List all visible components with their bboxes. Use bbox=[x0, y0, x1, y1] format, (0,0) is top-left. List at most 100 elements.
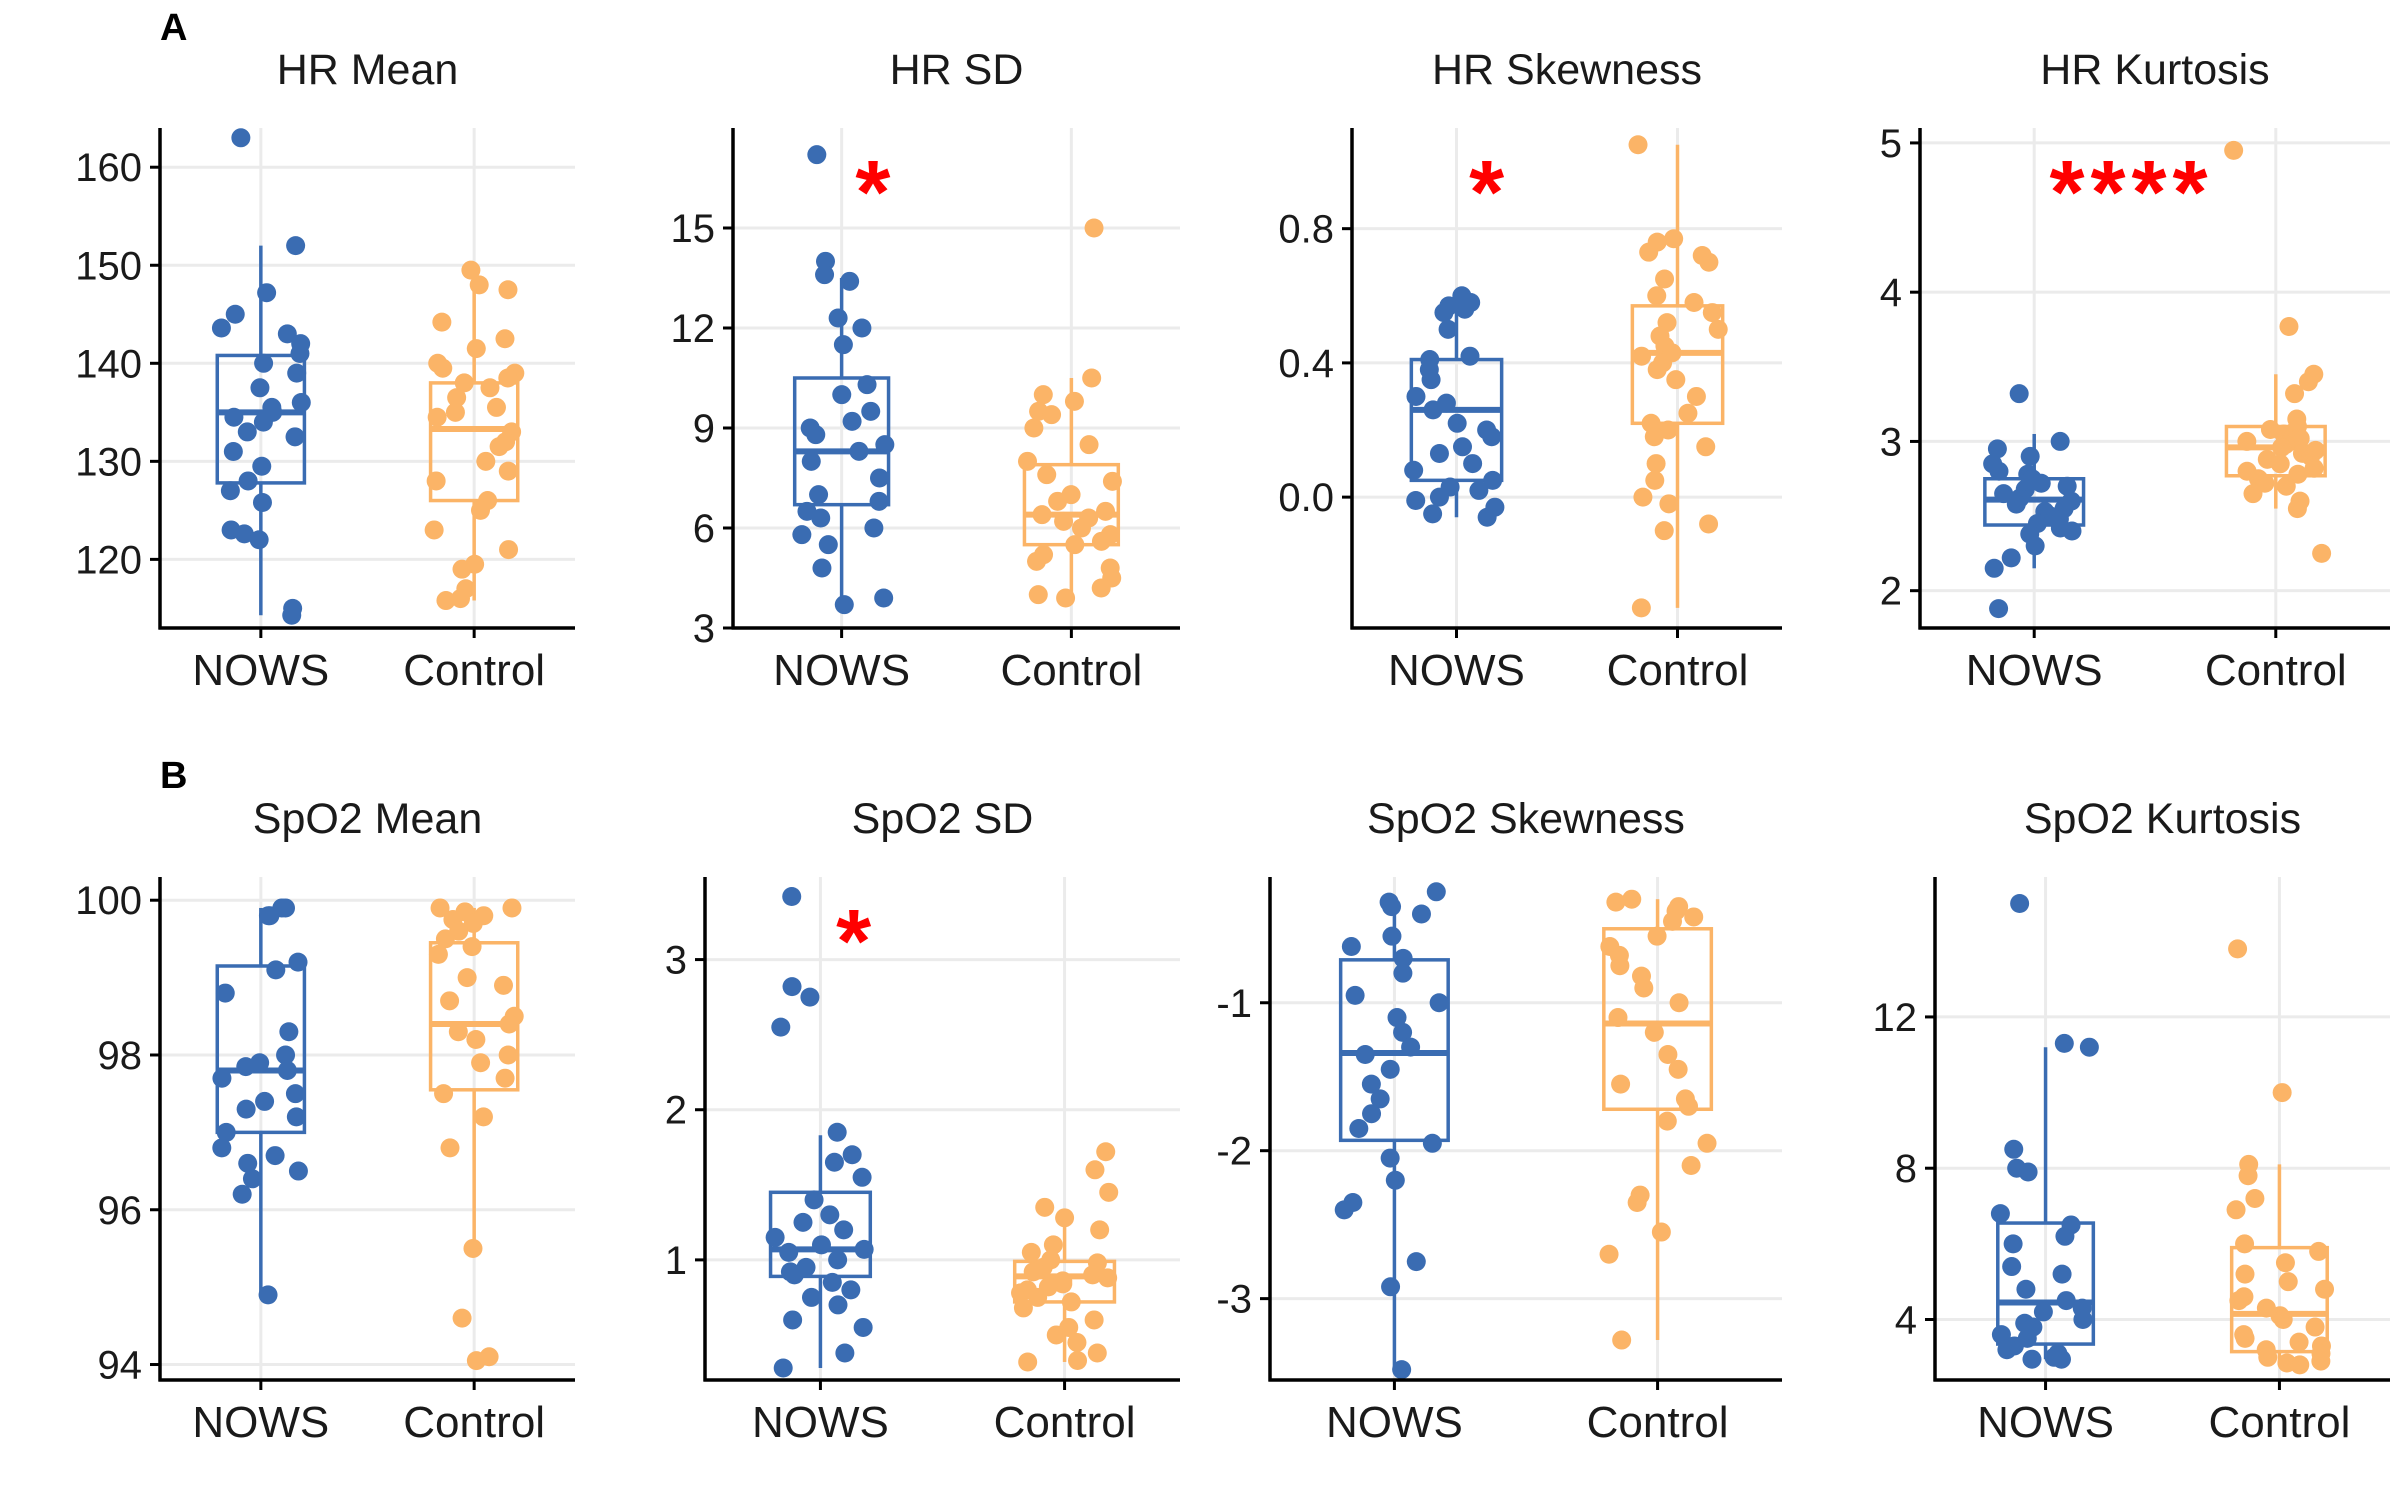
points-nows bbox=[211, 128, 311, 625]
data-point bbox=[1084, 1310, 1104, 1330]
data-point bbox=[2022, 1349, 2042, 1369]
data-point bbox=[2315, 1279, 2335, 1299]
data-point bbox=[1453, 437, 1473, 457]
data-point bbox=[1669, 993, 1689, 1013]
data-point bbox=[806, 425, 826, 445]
data-point bbox=[1612, 1330, 1632, 1350]
data-point bbox=[260, 906, 280, 926]
data-point bbox=[427, 407, 447, 427]
y-tick-label: -1 bbox=[1216, 982, 1252, 1026]
data-point bbox=[288, 952, 308, 972]
data-point bbox=[2052, 1264, 2072, 1284]
y-tick-label: 160 bbox=[75, 146, 142, 190]
data-point bbox=[1382, 897, 1402, 917]
data-point bbox=[1401, 1037, 1421, 1057]
data-point bbox=[493, 975, 513, 995]
data-point bbox=[801, 1287, 821, 1307]
data-point bbox=[841, 1280, 861, 1300]
data-point bbox=[2051, 1349, 2071, 1369]
data-point bbox=[2073, 1309, 2093, 1329]
data-point bbox=[820, 1205, 840, 1225]
data-point bbox=[1083, 1265, 1103, 1285]
data-point bbox=[265, 1146, 285, 1166]
x-tick-label: NOWS bbox=[1977, 1398, 2114, 1447]
data-point bbox=[2054, 1033, 2074, 1053]
data-point bbox=[1990, 1204, 2010, 1224]
data-point bbox=[499, 1014, 519, 1034]
data-point bbox=[1647, 360, 1667, 380]
data-point bbox=[2062, 521, 2082, 541]
data-point bbox=[2235, 1234, 2255, 1254]
data-point bbox=[1987, 439, 2007, 459]
data-point bbox=[1055, 1208, 1075, 1228]
x-tick-label: NOWS bbox=[752, 1398, 889, 1447]
data-point bbox=[2311, 1351, 2331, 1371]
data-point bbox=[1422, 1133, 1442, 1153]
data-point bbox=[1023, 1262, 1043, 1282]
data-point bbox=[833, 335, 853, 355]
data-point bbox=[1084, 218, 1104, 238]
data-point bbox=[471, 1053, 491, 1073]
data-point bbox=[1659, 494, 1679, 514]
points-nows bbox=[1334, 882, 1449, 1380]
data-point bbox=[815, 265, 835, 285]
data-point bbox=[238, 1153, 258, 1173]
data-point bbox=[852, 318, 872, 338]
y-tick-label: 8 bbox=[1895, 1147, 1917, 1191]
data-point bbox=[840, 271, 860, 291]
chart-title: SpO2 Mean bbox=[253, 795, 482, 843]
data-point bbox=[1380, 1148, 1400, 1168]
data-point bbox=[1411, 904, 1431, 924]
data-point bbox=[2031, 473, 2051, 493]
data-point bbox=[2305, 1317, 2325, 1337]
data-point bbox=[2002, 1257, 2022, 1277]
data-point bbox=[1061, 1292, 1081, 1312]
data-point bbox=[1423, 504, 1443, 524]
data-point bbox=[2235, 1264, 2255, 1284]
data-point bbox=[1042, 405, 1062, 425]
data-point bbox=[1028, 585, 1048, 605]
data-point bbox=[1090, 1220, 1110, 1240]
data-point bbox=[220, 481, 240, 501]
data-point bbox=[2003, 1234, 2023, 1254]
data-point bbox=[498, 461, 518, 481]
data-point bbox=[1421, 370, 1441, 390]
data-point bbox=[1037, 465, 1057, 485]
x-tick-label: NOWS bbox=[1966, 646, 2103, 695]
data-point bbox=[480, 378, 500, 398]
data-point bbox=[286, 1107, 306, 1127]
data-point bbox=[249, 530, 269, 550]
data-point bbox=[1011, 1283, 1031, 1303]
data-point bbox=[2258, 1347, 2278, 1367]
data-point bbox=[457, 968, 477, 988]
data-point bbox=[258, 1285, 278, 1305]
data-point bbox=[1681, 1155, 1701, 1175]
data-point bbox=[499, 540, 519, 560]
data-point bbox=[2010, 893, 2030, 913]
y-tick-label: 3 bbox=[693, 607, 715, 651]
data-point bbox=[2272, 1083, 2292, 1103]
data-point bbox=[286, 236, 306, 256]
x-tick-label: Control bbox=[403, 646, 545, 695]
box-iqr bbox=[215, 964, 307, 1135]
data-point bbox=[2056, 1291, 2076, 1311]
data-point bbox=[1385, 1170, 1405, 1190]
data-point bbox=[1355, 1045, 1375, 1065]
data-point bbox=[1043, 1235, 1063, 1255]
points-control bbox=[424, 260, 525, 611]
data-point bbox=[1102, 471, 1122, 491]
data-point bbox=[1696, 437, 1716, 457]
data-point bbox=[448, 1022, 468, 1042]
data-point bbox=[255, 1091, 275, 1111]
points-control bbox=[1011, 1142, 1119, 1372]
points-control bbox=[2224, 140, 2332, 563]
data-point bbox=[495, 329, 515, 349]
data-point bbox=[2245, 1188, 2265, 1208]
y-tick-label: 96 bbox=[98, 1189, 143, 1233]
chart-hr-skewness: 0.0 0.4 0.8 NOWS Control HR Skewness * bbox=[1278, 46, 1782, 695]
data-point bbox=[828, 308, 848, 328]
data-point bbox=[2290, 1355, 2310, 1375]
data-point bbox=[452, 559, 472, 579]
data-point bbox=[252, 456, 272, 476]
